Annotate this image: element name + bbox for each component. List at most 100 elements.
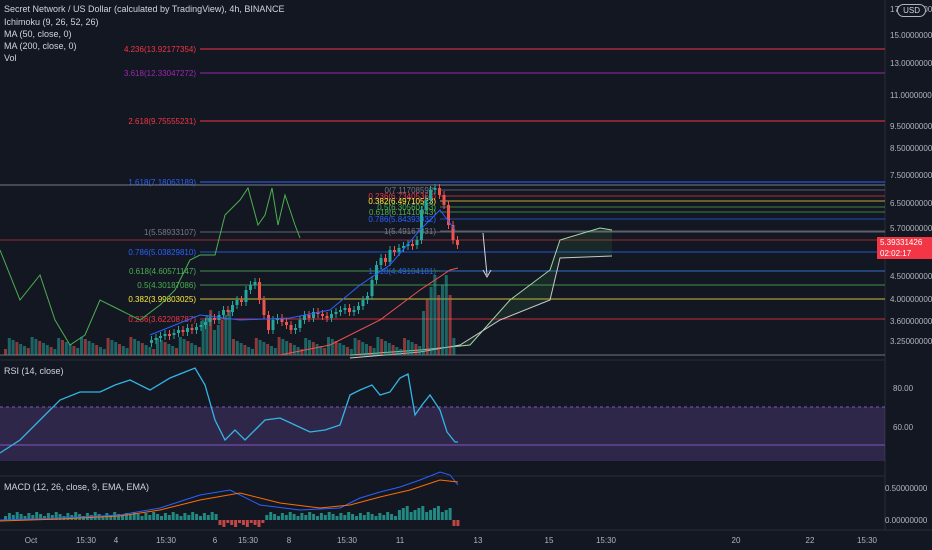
macd-histogram-bar <box>304 515 308 520</box>
macd-histogram-bar <box>175 514 179 520</box>
volume-bar <box>334 341 338 355</box>
volume-bar <box>68 344 72 355</box>
time-axis-label: Oct <box>25 536 38 545</box>
macd-histogram-bar <box>66 513 70 520</box>
candle <box>451 225 455 240</box>
macd-histogram-bar <box>429 510 433 520</box>
legend-rsi[interactable]: RSI (14, close) <box>4 366 64 376</box>
volume-bar <box>171 346 175 355</box>
currency-button[interactable]: USD <box>897 4 926 17</box>
volume-bar <box>110 340 114 355</box>
macd-histogram-bar <box>456 520 460 526</box>
legend-macd[interactable]: MACD (12, 26, close, 9, EMA, EMA) <box>4 482 150 492</box>
candle <box>289 325 293 330</box>
fib-label: 1(5.49167831) <box>384 227 436 236</box>
candle <box>402 246 405 248</box>
volume-bar <box>441 285 444 355</box>
macd-histogram-bar <box>156 514 160 520</box>
volume-bar <box>414 344 418 355</box>
volume-bar <box>106 338 110 355</box>
volume-bar <box>391 345 395 355</box>
candle <box>271 320 275 330</box>
price-axis-label: 6.50000000 <box>890 199 932 208</box>
macd-histogram-bar <box>253 520 257 525</box>
ichimoku-cloud <box>350 228 612 358</box>
volume-bar <box>30 337 34 355</box>
macd-histogram-bar <box>58 514 62 520</box>
macd-histogram-bar <box>27 513 31 520</box>
macd-histogram-bar <box>109 515 113 520</box>
legend-ichimoku[interactable]: Ichimoku (9, 26, 52, 26) <box>4 17 99 27</box>
macd-histogram-bar <box>335 516 339 520</box>
volume-bar <box>7 338 11 355</box>
volume-bar <box>361 342 365 355</box>
volume-bar <box>323 348 327 355</box>
arrow-head <box>482 269 492 279</box>
volume-bar <box>338 343 342 355</box>
macd-histogram-bar <box>433 508 436 520</box>
volume-bar <box>45 345 49 355</box>
macd-histogram-bar <box>11 515 15 520</box>
fib-label: 0.5(4.30187086) <box>137 281 196 290</box>
volume-bar <box>15 342 19 355</box>
candle <box>168 334 171 336</box>
macd-histogram-bar <box>222 520 226 527</box>
candle <box>298 320 302 328</box>
volume-bar <box>190 343 194 355</box>
fib-label: 0.786(5.03829810) <box>128 248 196 257</box>
macd-histogram-bar <box>7 513 11 520</box>
volume-bar <box>34 339 38 355</box>
volume-bar <box>262 342 266 355</box>
macd-histogram-bar <box>355 516 358 520</box>
macd-histogram-bar <box>249 520 253 523</box>
candle <box>294 328 297 330</box>
volume-bar <box>410 342 414 355</box>
time-axis-label: 8 <box>287 536 292 545</box>
macd-histogram-bar <box>54 512 58 520</box>
macd-histogram-bar <box>238 520 241 523</box>
volume-bar <box>437 295 441 355</box>
volume-bar <box>380 339 384 355</box>
macd-histogram-bar <box>117 514 121 520</box>
volume-bar <box>11 340 15 355</box>
macd-histogram-bar <box>316 516 319 520</box>
volume-bar <box>304 338 308 355</box>
volume-bar <box>239 343 243 355</box>
fib-label: 0(7.11708598) <box>385 186 437 195</box>
volume-bar <box>83 339 87 355</box>
legend-vol[interactable]: Vol <box>4 53 17 63</box>
candle <box>352 310 356 312</box>
macd-histogram-bar <box>163 513 167 520</box>
macd-histogram-bar <box>210 512 214 520</box>
legend-ma200[interactable]: MA (200, close, 0) <box>4 41 77 51</box>
macd-histogram-bar <box>397 510 401 520</box>
candle <box>231 305 234 312</box>
volume-bar <box>53 349 57 355</box>
candle <box>208 318 212 322</box>
volume-bar <box>163 342 167 355</box>
volume-bar <box>372 348 376 355</box>
volume-bar <box>102 349 106 355</box>
macd-histogram-bar <box>394 516 397 520</box>
macd-signal-line <box>0 479 459 522</box>
volume-bar <box>42 343 45 355</box>
candle <box>280 318 284 322</box>
candle <box>316 312 320 314</box>
volume-bar <box>308 340 311 355</box>
macd-histogram-bar <box>257 520 261 527</box>
fib-label: 0.236(3.62208787) <box>128 315 196 324</box>
volume-bar <box>300 349 304 355</box>
volume-bar <box>133 339 137 355</box>
candle <box>181 330 185 332</box>
volume-bar <box>315 344 319 355</box>
macd-histogram-bar <box>144 513 148 520</box>
macd-histogram-bar <box>167 515 171 520</box>
volume-bar <box>87 341 91 355</box>
legend-ma50[interactable]: MA (50, close, 0) <box>4 29 72 39</box>
volume-bar <box>285 341 289 355</box>
arrow-annotation <box>482 232 488 276</box>
macd-histogram-bar <box>358 513 362 520</box>
macd-histogram-bar <box>218 520 222 525</box>
time-axis-label: 20 <box>732 536 741 545</box>
